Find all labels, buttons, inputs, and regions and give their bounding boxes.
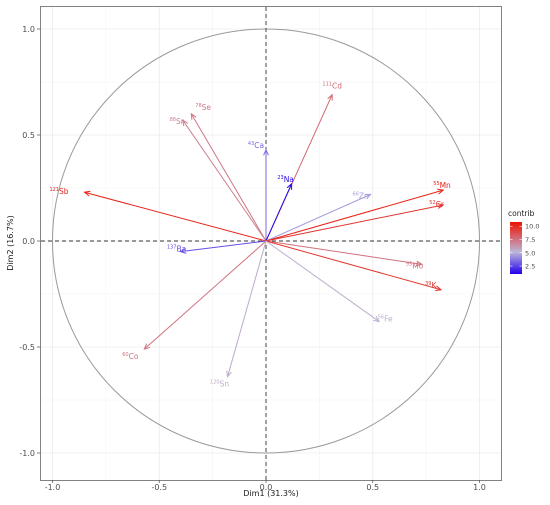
variable-label-sb: 121Sb (49, 187, 68, 196)
arrowhead-sr (182, 119, 189, 127)
arrowhead-mo (415, 260, 424, 267)
variable-label-cr: 52Cr (429, 200, 445, 209)
isotope-mass: 95 (406, 261, 412, 267)
isotope-mass: 88 (170, 117, 176, 123)
y-tick-label: -0.5 (19, 343, 35, 352)
arrowhead-k (435, 285, 443, 292)
isotope-mass: 55 (433, 181, 439, 187)
arrowhead-mn (437, 188, 445, 195)
arrowhead-fe (373, 316, 381, 323)
variable-label-cd: 111Cd (322, 82, 342, 91)
x-tick-label: 0.5 (366, 483, 379, 492)
isotope-mass: 23 (277, 175, 283, 181)
arrowhead-ca (263, 148, 269, 156)
arrowhead-sn (226, 370, 232, 378)
variable-label-se: 78Se (195, 103, 211, 112)
x-tick-label: -0.5 (151, 483, 167, 492)
arrowhead-zn (364, 193, 372, 200)
arrow-k (265, 240, 442, 291)
isotope-mass: 137 (167, 245, 177, 251)
legend-title: contrib (508, 209, 535, 218)
element-symbol: Mn (440, 181, 451, 190)
arrowhead-na (286, 182, 293, 190)
variable-label-mn: 55Mn (433, 181, 451, 190)
element-symbol: K (431, 281, 437, 290)
element-symbol: Ca (254, 141, 264, 150)
element-symbol: Sb (59, 187, 69, 196)
isotope-mass: 43 (248, 141, 254, 147)
legend-tick-label: 10.0 (525, 223, 539, 231)
variable-label-k: 39K (425, 281, 437, 290)
arrow-ba (180, 240, 267, 253)
element-symbol: Sn (220, 380, 230, 389)
arrowhead-ba (179, 248, 187, 254)
variable-arrows (83, 93, 445, 378)
arrowhead-sb (83, 190, 91, 197)
element-symbol: Se (202, 103, 212, 112)
legend-tick-label: 5.0 (525, 249, 535, 257)
variable-label-co: 60Co (122, 352, 139, 361)
variable-label-ba: 137Ba (167, 245, 186, 254)
arrow-mo (265, 240, 422, 265)
y-axis-title: Dim2 (16.7%) (6, 215, 15, 270)
variable-label-ca: 43Ca (248, 141, 264, 150)
axis-ticks: -1.0 -0.5 0.0 0.5 1.0 -1.0 -0.5 0.0 0.5 1.0 (19, 25, 485, 492)
legend-ticks: 10.0 7.5 5.0 2.5 (510, 223, 539, 271)
element-symbol: Na (284, 175, 294, 184)
arrow-sb (84, 191, 267, 242)
isotope-mass: 52 (429, 200, 435, 206)
y-tick-label: 0.0 (22, 237, 35, 246)
x-tick-label: 0.0 (260, 483, 273, 492)
variable-labels: 121Sb 111Cd 78Se 88Sr 43Ca 23Na 66Zn 55Mn 52Cr 13… (49, 82, 451, 389)
isotope-mass: 56 (378, 315, 384, 321)
variable-label-sr: 88Sr (170, 117, 185, 126)
isotope-mass: 120 (210, 380, 220, 386)
element-symbol: Co (129, 352, 139, 361)
isotope-mass: 66 (352, 191, 358, 197)
isotope-mass: 121 (49, 187, 59, 193)
contrib-legend: contrib 10.0 7.5 5.0 2.5 (508, 209, 539, 274)
arrowhead-cr (437, 203, 445, 209)
element-symbol: Cd (332, 82, 342, 91)
arrow-co (143, 240, 267, 350)
element-symbol: Zn (359, 191, 369, 200)
element-symbol: Sr (176, 117, 185, 126)
legend-colorbar (510, 222, 522, 274)
y-tick-label: 0.5 (22, 131, 35, 140)
arrow-mn (265, 189, 444, 242)
arrow-se (190, 113, 267, 242)
element-symbol: Mo (412, 261, 423, 270)
arrowhead-se (190, 112, 197, 120)
arrowhead-co (143, 343, 151, 350)
x-axis-title: Dim1 (31.3%) (243, 489, 298, 498)
isotope-mass: 39 (425, 281, 431, 287)
variable-label-zn: 66Zn (352, 191, 369, 200)
y-tick-label: -1.0 (19, 449, 35, 458)
arrow-na (265, 183, 293, 242)
plot-panel (40, 6, 502, 481)
isotope-mass: 111 (322, 82, 332, 88)
legend-tick-label: 2.5 (525, 263, 535, 271)
legend-tick-label: 7.5 (525, 236, 535, 244)
element-symbol: Fe (384, 315, 393, 324)
zero-axes (41, 7, 501, 480)
variable-label-na: 23Na (277, 175, 294, 184)
arrow-cr (265, 204, 444, 242)
arrow-sr (182, 119, 267, 242)
y-tick-label: 1.0 (22, 25, 35, 34)
isotope-mass: 78 (195, 103, 201, 109)
variable-label-fe: 56Fe (378, 315, 393, 324)
arrow-sn (227, 240, 267, 377)
x-tick-label: -1.0 (45, 483, 61, 492)
x-tick-label: 1.0 (473, 483, 486, 492)
isotope-mass: 60 (122, 352, 128, 358)
element-symbol: Cr (436, 200, 445, 209)
arrow-zn (265, 193, 371, 242)
variable-label-sn: 120Sn (210, 380, 229, 389)
arrow-fe (265, 240, 380, 322)
variable-label-mo: 95Mo (406, 261, 424, 270)
element-symbol: Ba (176, 245, 186, 254)
arrowhead-cd (327, 93, 333, 101)
